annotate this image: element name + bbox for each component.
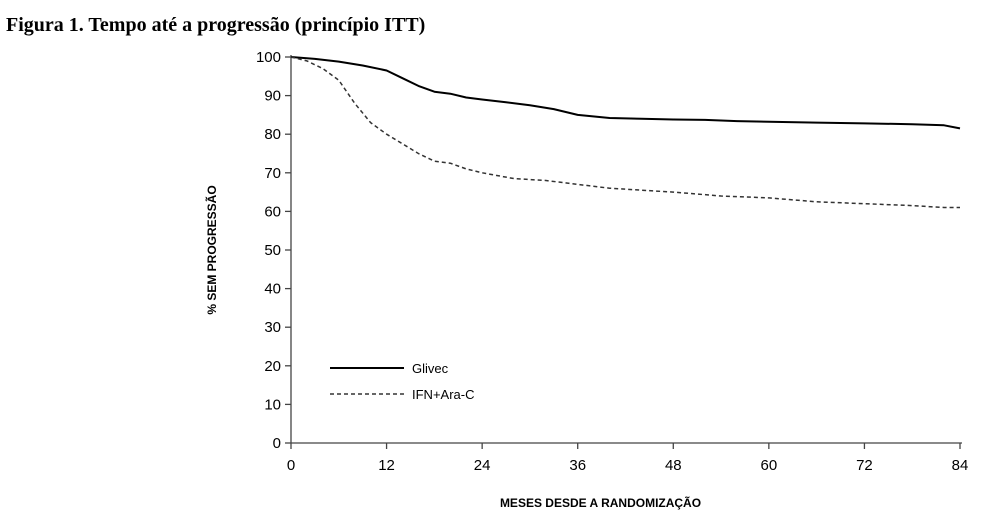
x-tick-label: 48 (665, 457, 682, 474)
legend-label-2: IFN+Ara-C (412, 387, 474, 402)
series-line-1 (290, 56, 961, 130)
y-tick-label: 40 (264, 281, 281, 298)
x-tick-label: 36 (569, 457, 586, 474)
chart-series (290, 56, 961, 209)
y-tick-label: 50 (264, 242, 281, 259)
y-tick-label: 10 (264, 396, 281, 413)
y-tick-label: 20 (264, 358, 281, 375)
figure-title: Figura 1. Tempo até a progressão (princí… (6, 14, 426, 36)
y-tick-label: 70 (264, 165, 281, 182)
y-tick-label: 30 (264, 319, 281, 336)
x-tick-label: 72 (856, 457, 873, 474)
chart-legend: Glivec IFN+Ara-C (330, 361, 474, 402)
y-tick-label: 100 (256, 49, 281, 66)
chart-axes: 0 10 20 30 40 50 60 70 80 90 100 0 12 24 36 48 60 72 84 (256, 49, 968, 474)
x-tick-label: 84 (952, 457, 969, 474)
x-tick-label: 0 (287, 457, 295, 474)
y-tick-label: 0 (273, 435, 281, 452)
x-tick-label: 24 (474, 457, 491, 474)
x-tick-label: 12 (378, 457, 395, 474)
x-axis-title: MESES DESDE A RANDOMIZAÇÃO (500, 495, 701, 510)
y-tick-label: 90 (264, 88, 281, 105)
y-tick-label: 60 (264, 203, 281, 220)
legend-label-1: Glivec (412, 361, 449, 376)
series-line-2 (290, 56, 960, 209)
y-tick-label: 80 (264, 126, 281, 143)
y-axis-title: % SEM PROGRESSÃO (204, 185, 219, 314)
x-tick-label: 60 (761, 457, 778, 474)
